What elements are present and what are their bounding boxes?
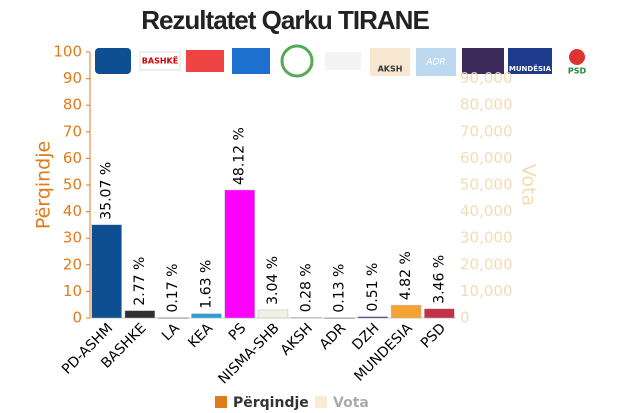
bar [157,317,189,319]
y2-tick-label: 20,000 [460,255,513,273]
bar [357,316,389,319]
x-tick-label: PS [226,320,250,344]
logo [186,50,224,72]
bar [390,304,422,319]
y-tick-label: 50 [63,176,82,194]
y2-tick-label: 0 [460,309,470,327]
logo [232,48,270,74]
bar [91,224,122,319]
legend-swatch [215,396,227,408]
logo [95,48,131,74]
logo-text: BASHKË [142,56,178,66]
x-tick-label: KEA [185,320,216,351]
y2-tick-label: 50,000 [460,176,513,194]
y-tick-label: 60 [63,149,82,167]
bar [257,309,289,319]
y-tick-label: 70 [63,122,82,140]
logo-text: PSD [568,67,587,76]
value-label: 0.17 % [165,264,181,313]
bar [324,317,355,319]
legend-label: Përqindje [233,395,309,411]
legend-label: Vota [333,395,369,411]
logos: BASHKË AKSH ADR MUNDËSIA PSD [95,44,587,78]
y-tick-label: 80 [63,96,82,114]
bar [124,310,156,319]
value-label: 1.63 % [198,260,214,309]
y-tick-label: 100 [53,43,82,61]
logo [139,51,181,71]
x-tick-label: AKSH [278,320,316,358]
y2-axis-title: Vota [518,164,540,206]
y2-tick-label: 80,000 [460,96,513,114]
logo [569,49,585,65]
value-label: 4.82 % [398,251,414,300]
y-tick-label: 0 [72,309,82,327]
logo-text: AKSH [378,65,403,74]
x-tick-label: NISMA-SHB [216,320,283,387]
value-label: 3.46 % [431,255,447,304]
y-tick-label: 20 [63,255,82,273]
y2-tick-label: 60,000 [460,149,513,167]
logo [370,48,410,76]
y-tick-label: 30 [63,229,82,247]
y2-tick-label: 90,000 [460,69,513,87]
y-axis-title: Përqindje [33,141,55,229]
y-tick-label: 10 [63,282,82,300]
y-tick-label: 90 [63,69,82,87]
logo [416,48,456,76]
x-tick-label: ADR [317,320,350,353]
x-tick-label: PSD [418,320,449,351]
value-label: 2.77 % [132,257,148,306]
value-label: 0.51 % [365,263,381,312]
y2-tick-label: 10,000 [460,282,513,300]
y-tick-label: 40 [63,202,82,220]
bar [424,308,455,319]
value-label: 35.07 % [99,162,115,220]
value-label: 3.04 % [265,256,281,305]
legend-swatch [315,396,327,408]
bar [191,313,222,319]
value-label: 48.12 % [232,127,248,185]
logo-text: MUNDËSIA [509,64,552,73]
logo [508,48,552,74]
value-label: 0.13 % [332,264,348,313]
value-label: 0.28 % [298,263,314,312]
logo [325,52,361,70]
bar [291,317,322,319]
x-tick-label: LA [159,320,183,344]
logo-text: ADR [425,58,445,68]
y2-tick-label: 30,000 [460,229,513,247]
logo [280,44,314,78]
chart-title: Rezultatet Qarku TIRANE [141,5,429,35]
bar [224,189,255,319]
y2-tick-label: 70,000 [460,122,513,140]
y2-tick-label: 40,000 [460,202,513,220]
logo [462,48,504,74]
